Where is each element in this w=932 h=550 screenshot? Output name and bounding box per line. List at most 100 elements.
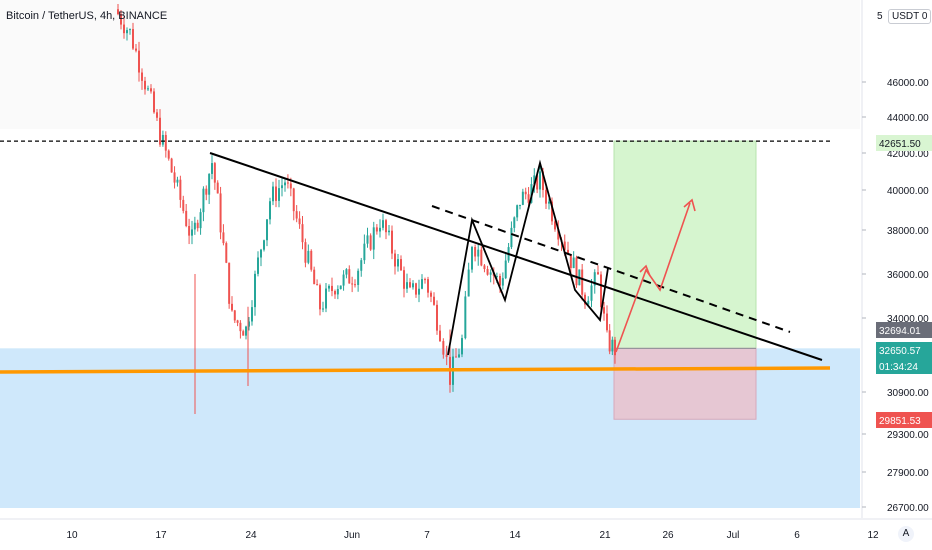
candle-body xyxy=(310,250,313,270)
candle-body xyxy=(430,292,432,297)
price-badge-label: 42651.50 xyxy=(879,139,921,150)
candle-body xyxy=(213,163,216,183)
candle-body xyxy=(132,29,134,49)
price-tick-label: 36000.00 xyxy=(887,270,929,281)
candle-body xyxy=(572,257,575,269)
stop-loss-zone xyxy=(613,347,757,420)
candle-body xyxy=(126,30,128,34)
candle-body xyxy=(504,260,507,279)
dashed-trendline[interactable] xyxy=(431,205,791,333)
candle-body xyxy=(400,259,402,271)
candle-body xyxy=(597,272,599,275)
candle-body xyxy=(242,331,245,336)
candle-body xyxy=(272,186,274,202)
zigzag-pattern xyxy=(447,159,609,356)
candle-body xyxy=(412,283,414,288)
candle-body xyxy=(319,285,321,310)
candle-body xyxy=(159,117,161,145)
candle-body xyxy=(510,227,513,248)
candle-body xyxy=(360,260,363,271)
time-tick-label: 6 xyxy=(794,530,800,541)
candle-body xyxy=(164,134,167,151)
candle-body xyxy=(480,249,483,266)
candle-body xyxy=(474,247,477,257)
candle-body xyxy=(239,322,242,332)
candle-body xyxy=(120,14,122,25)
candle-body xyxy=(182,199,185,211)
candle-body xyxy=(231,303,233,311)
candle-body xyxy=(278,188,280,201)
candle-body xyxy=(375,227,378,232)
price-tick-label: 34000.00 xyxy=(887,314,929,325)
candle-body xyxy=(211,163,213,174)
price-tick-label: 42000.00 xyxy=(887,149,929,160)
candle-body xyxy=(205,188,208,195)
candle-body xyxy=(196,222,199,229)
price-badge xyxy=(876,358,932,374)
candle-body xyxy=(236,320,239,323)
time-tick-label: Jun xyxy=(344,530,360,541)
candle-body xyxy=(225,243,228,263)
candle-body xyxy=(199,212,202,229)
support-orange-line[interactable] xyxy=(0,366,831,374)
candle-body xyxy=(477,249,480,257)
price-badge-label: 32694.01 xyxy=(879,326,921,337)
candle-body xyxy=(519,204,521,206)
candle-body xyxy=(208,173,211,195)
candle-body xyxy=(415,283,417,295)
currency-unit-button[interactable]: USDT 0 xyxy=(888,9,932,24)
candle-body xyxy=(391,230,393,254)
candle-body xyxy=(483,265,486,270)
time-tick-label: Jul xyxy=(727,530,740,541)
candle-body xyxy=(524,191,527,195)
time-tick-label: 26 xyxy=(662,530,674,541)
candle-body xyxy=(397,259,399,267)
auto-scale-button[interactable]: A xyxy=(898,526,914,542)
candle-body xyxy=(357,270,360,285)
candle-body xyxy=(486,269,489,275)
candle-body xyxy=(351,283,354,285)
candle-body xyxy=(554,221,556,230)
candle-body xyxy=(161,134,164,145)
candle-body xyxy=(322,308,324,310)
time-tick-label: 12 xyxy=(867,530,879,541)
candle-body xyxy=(138,50,140,73)
candle-body xyxy=(281,185,283,189)
candle-body xyxy=(304,242,307,263)
price-tick-label: 38000.00 xyxy=(887,226,929,237)
candle-body xyxy=(527,194,530,203)
candle-body xyxy=(569,254,572,269)
price-badge xyxy=(876,135,932,151)
candle-body xyxy=(191,229,193,236)
price-axis-bg xyxy=(862,0,932,518)
price-tick-label: 44000.00 xyxy=(887,113,929,124)
candle-body xyxy=(348,269,351,284)
candle-body xyxy=(495,276,498,278)
candle-body xyxy=(328,285,330,289)
candle-body xyxy=(345,269,348,275)
candle-body xyxy=(584,294,586,305)
candle-body xyxy=(557,229,560,240)
candle-body xyxy=(567,249,569,255)
candle-body xyxy=(336,288,339,295)
candle-body xyxy=(233,310,236,321)
candle-body xyxy=(406,282,408,289)
candle-body xyxy=(464,296,467,339)
candle-body xyxy=(593,272,596,286)
candle-body xyxy=(513,217,516,228)
candle-body xyxy=(313,269,316,285)
candle-body xyxy=(489,272,492,275)
candle-body xyxy=(461,338,463,355)
price-badge xyxy=(876,322,932,338)
currency-unit-label: USDT xyxy=(892,11,920,22)
candle-body xyxy=(228,262,231,304)
candle-body xyxy=(590,285,593,301)
candle-body xyxy=(394,253,396,267)
price-badge-label: 29851.53 xyxy=(879,416,921,427)
currency-unit-suffix: 0 xyxy=(921,11,928,22)
candle-body xyxy=(257,257,259,274)
candle-body xyxy=(421,279,423,289)
candle-body xyxy=(603,307,605,314)
candle-body xyxy=(427,279,429,293)
